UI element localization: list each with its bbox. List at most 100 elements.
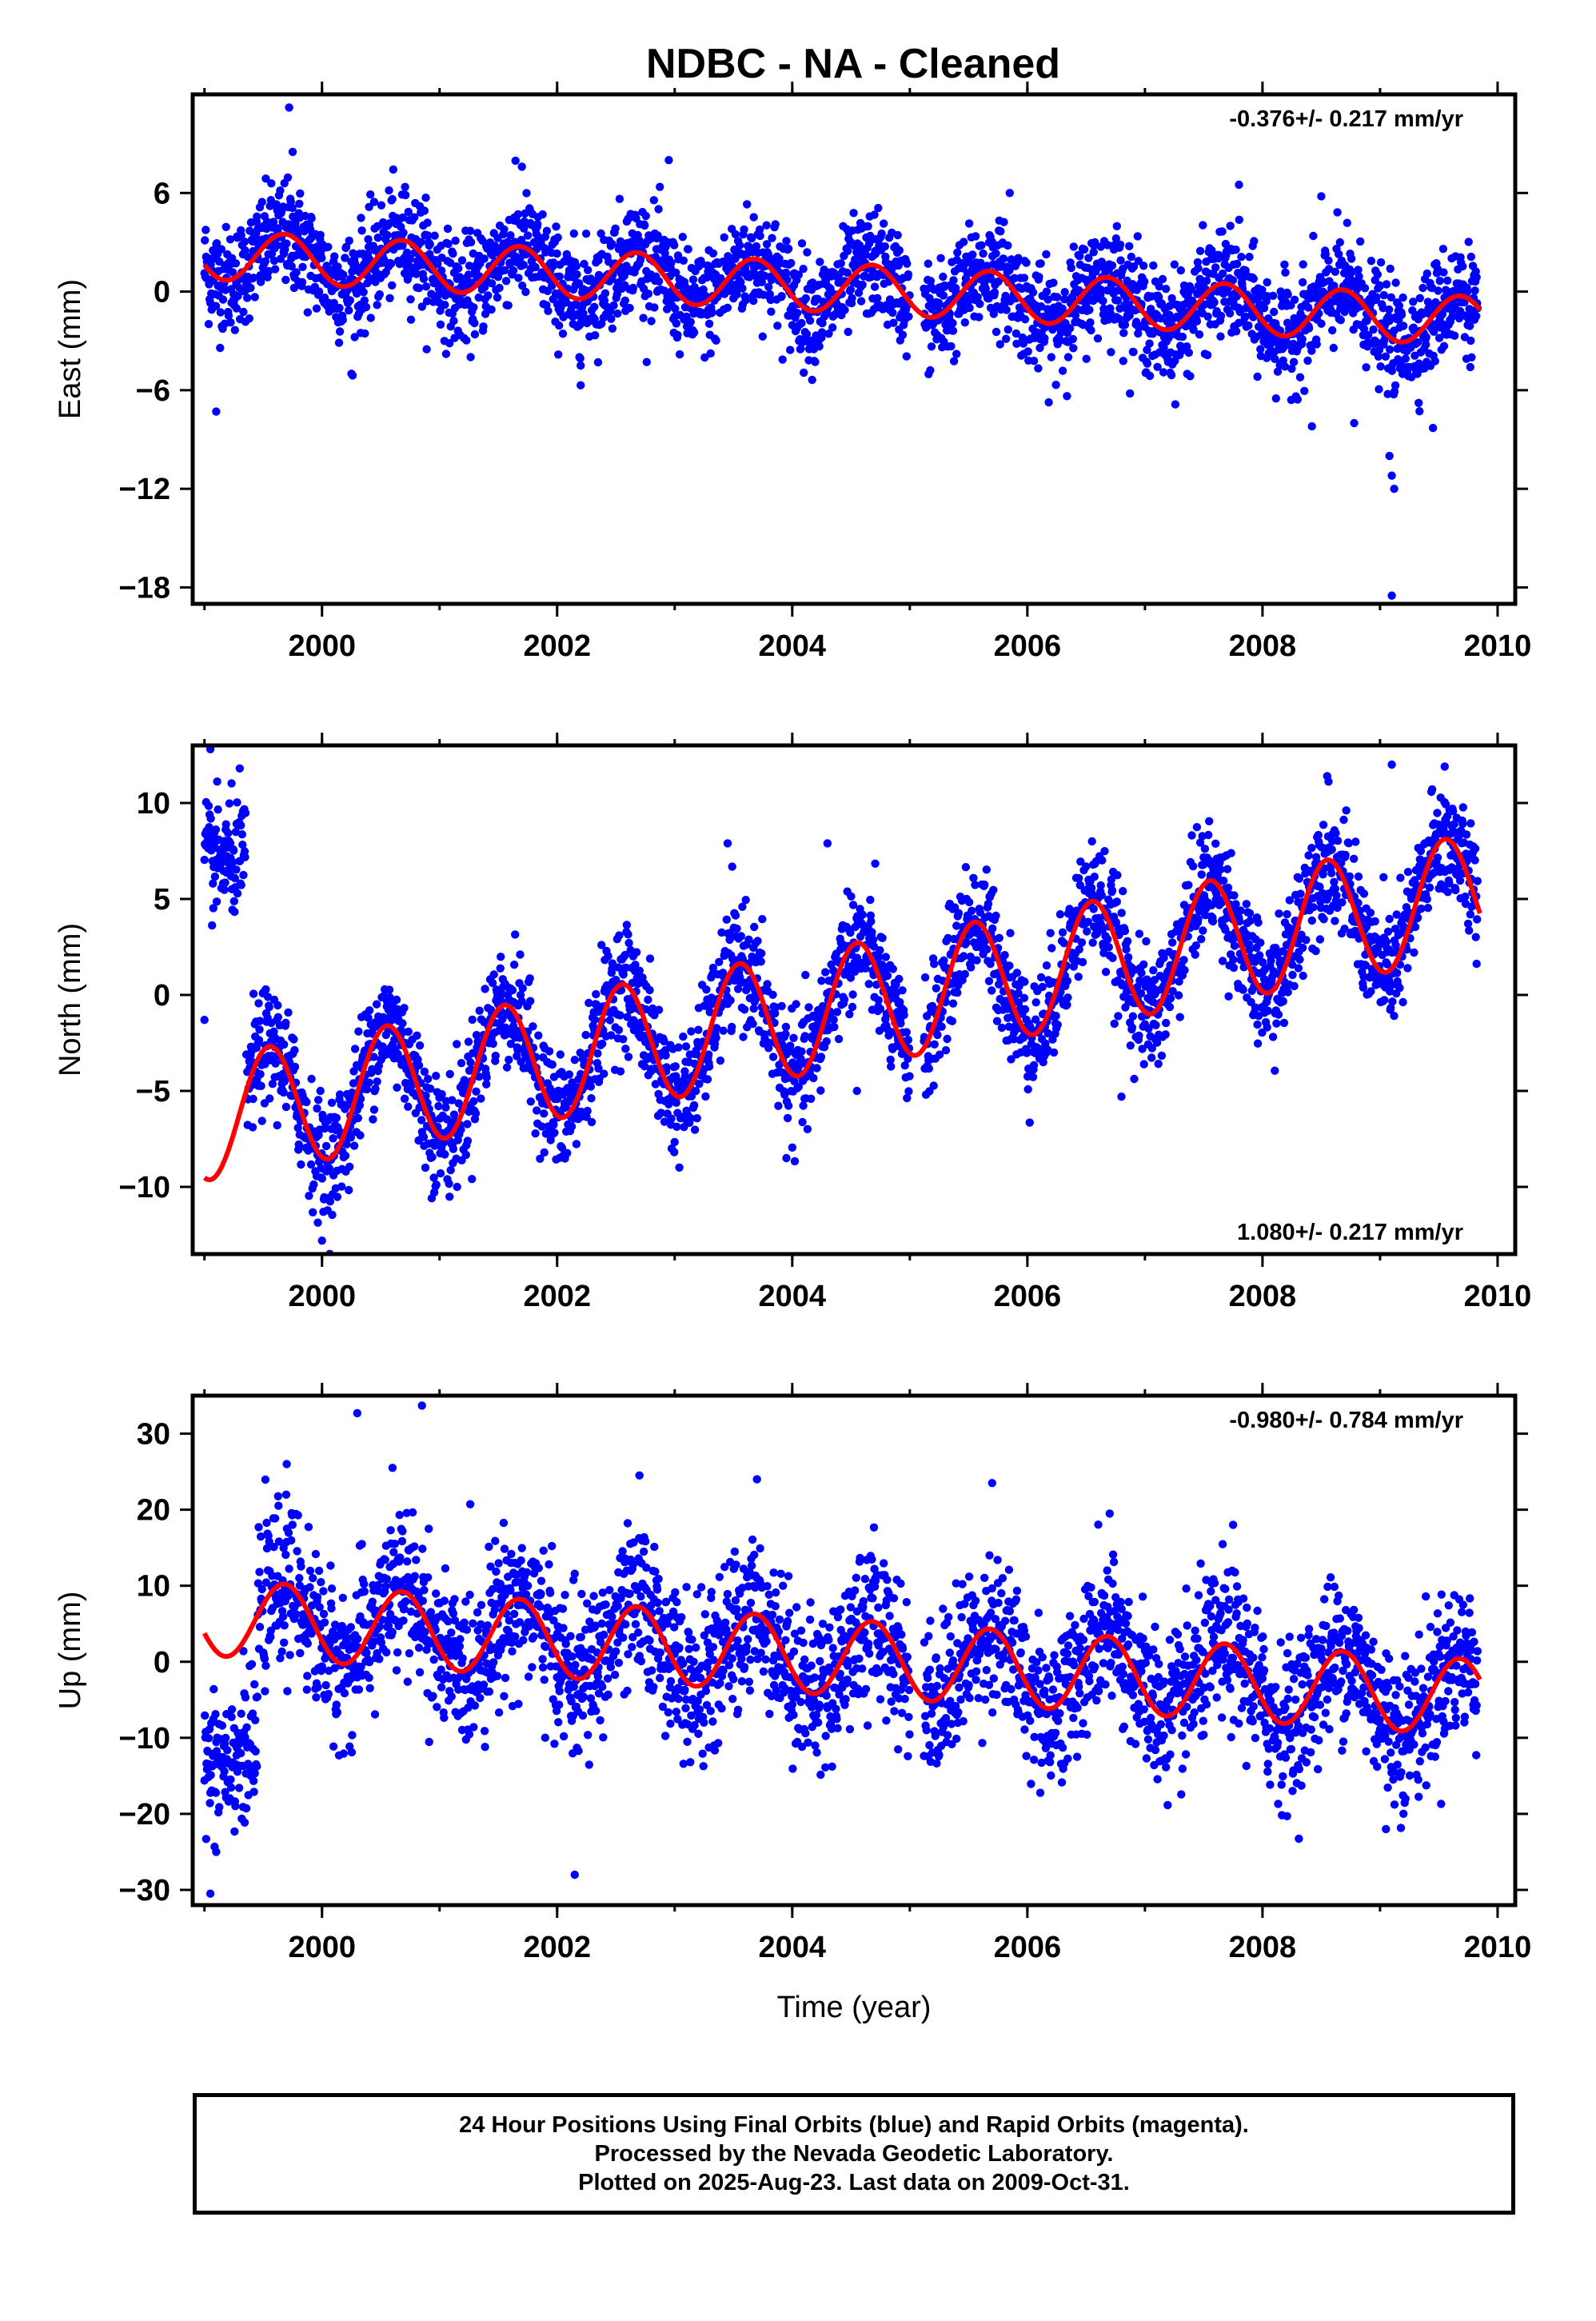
data-point — [798, 1117, 807, 1127]
data-point — [552, 222, 561, 231]
data-point — [647, 317, 656, 326]
data-point — [755, 225, 764, 234]
data-point — [783, 275, 792, 285]
data-point — [591, 331, 600, 340]
data-point — [829, 1015, 838, 1025]
data-point — [1216, 332, 1225, 341]
data-point — [980, 880, 989, 889]
data-point — [511, 930, 520, 939]
data-point — [719, 1026, 728, 1035]
data-point — [1192, 317, 1202, 326]
data-point — [1069, 242, 1079, 251]
y-tick-label: 0 — [154, 276, 170, 310]
data-point — [1003, 325, 1013, 334]
data-point — [369, 1115, 377, 1124]
data-point — [335, 327, 345, 336]
data-point — [487, 305, 496, 314]
data-points — [200, 745, 1482, 1254]
data-point — [273, 1121, 281, 1130]
data-point — [517, 162, 526, 171]
data-point — [817, 328, 827, 337]
data-point — [1002, 334, 1011, 343]
data-point — [1300, 386, 1309, 395]
data-point — [793, 309, 802, 318]
data-point — [468, 1015, 477, 1025]
data-point — [1086, 318, 1095, 327]
x-tick-label: 2008 — [1229, 629, 1297, 663]
data-point — [866, 895, 875, 905]
data-point — [540, 1148, 549, 1157]
data-point — [421, 282, 431, 291]
data-point — [509, 266, 518, 275]
data-point — [1438, 245, 1448, 254]
data-point — [1347, 254, 1356, 263]
data-point — [280, 1040, 289, 1049]
data-point — [231, 259, 241, 268]
data-point — [1350, 418, 1359, 428]
data-point — [902, 352, 912, 361]
data-point — [870, 282, 880, 291]
data-point — [1376, 258, 1386, 267]
data-point — [1283, 290, 1292, 299]
data-point — [282, 239, 291, 248]
data-point — [201, 236, 209, 245]
data-point — [847, 892, 856, 901]
data-point — [961, 863, 971, 872]
data-point — [1058, 366, 1067, 375]
data-point — [298, 262, 307, 271]
data-point — [290, 1045, 299, 1055]
data-point — [994, 277, 1003, 286]
data-point — [444, 239, 453, 249]
data-point — [281, 1018, 290, 1028]
data-point — [694, 1025, 703, 1034]
data-point — [1329, 343, 1339, 353]
data-point — [1006, 929, 1015, 937]
data-point — [949, 357, 959, 366]
data-point — [399, 228, 408, 238]
data-point — [421, 194, 430, 202]
data-point — [615, 194, 624, 203]
data-point — [466, 238, 476, 247]
data-point — [1035, 343, 1044, 353]
data-point — [316, 230, 325, 239]
data-point — [656, 182, 664, 191]
data-point — [1140, 277, 1149, 286]
data-point — [229, 857, 237, 867]
data-point — [976, 299, 984, 309]
data-point — [990, 288, 999, 297]
data-point — [679, 1032, 688, 1041]
y-tick-label: −6 — [136, 374, 170, 408]
data-point — [832, 1008, 842, 1017]
data-point — [533, 1106, 541, 1115]
data-point — [1309, 231, 1318, 241]
data-point — [1273, 367, 1283, 376]
data-point — [1025, 1118, 1035, 1127]
data-point — [369, 198, 379, 206]
data-point — [213, 805, 222, 814]
data-point — [580, 259, 589, 269]
data-point — [748, 1020, 757, 1029]
data-point — [848, 990, 857, 999]
data-point — [625, 303, 634, 313]
data-point — [689, 1101, 699, 1110]
data-point — [1065, 324, 1075, 333]
data-point — [400, 1094, 409, 1104]
data-point — [1162, 285, 1171, 294]
data-point — [692, 1114, 701, 1123]
data-point — [1237, 253, 1246, 262]
data-point — [385, 294, 394, 302]
data-point — [642, 358, 651, 366]
data-point — [726, 996, 735, 1005]
data-point — [333, 262, 342, 271]
data-point — [600, 289, 610, 298]
data-point — [960, 318, 970, 327]
data-point — [341, 254, 349, 262]
data-point — [1359, 324, 1369, 334]
data-point — [445, 1192, 454, 1201]
data-point — [704, 1062, 714, 1071]
data-point — [1176, 266, 1186, 275]
data-point — [983, 262, 992, 270]
data-point — [531, 1129, 540, 1138]
data-point — [608, 324, 617, 333]
data-point — [333, 1192, 342, 1201]
